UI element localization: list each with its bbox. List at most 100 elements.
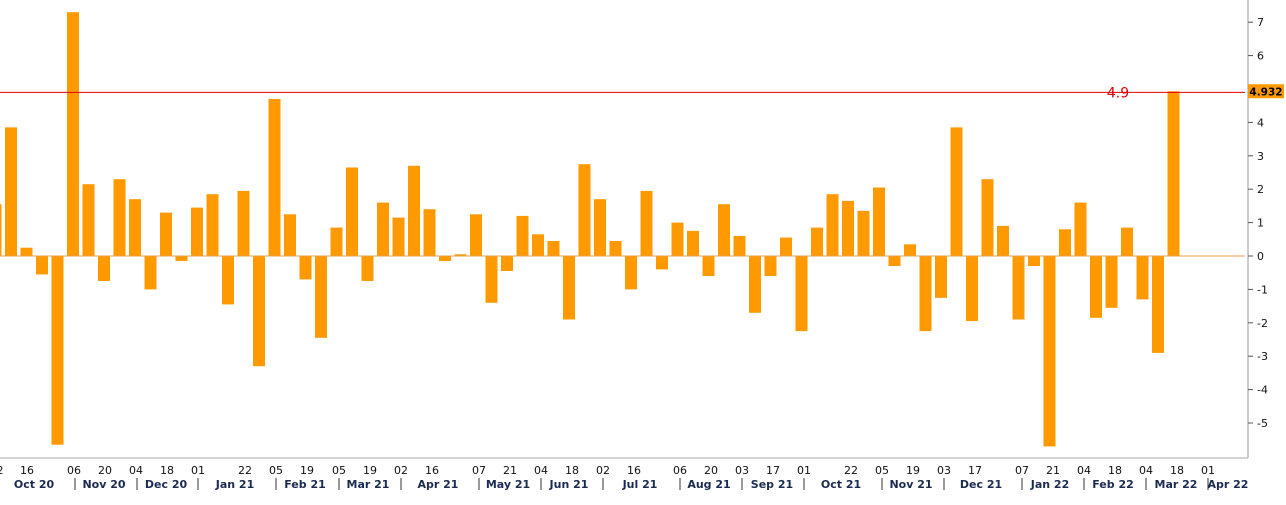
x-month-label: Apr 22: [1208, 478, 1249, 491]
bar: [113, 179, 126, 256]
bar: [299, 256, 312, 280]
x-day-tick-label: 22: [844, 464, 858, 477]
bar: [51, 256, 64, 445]
reference-line-label: 4.9: [1107, 85, 1129, 101]
x-day-tick-label: 19: [300, 464, 314, 477]
x-day-tick-label: 19: [363, 464, 377, 477]
x-day-tick-label: 18: [1108, 464, 1122, 477]
y-tick-label: -3: [1257, 350, 1268, 363]
bar: [20, 247, 33, 256]
bar: [253, 256, 265, 367]
bar: [888, 256, 901, 266]
bar: [609, 241, 622, 256]
bar: [563, 256, 575, 320]
bar: [361, 256, 374, 281]
bar: [826, 194, 839, 256]
bar: [1074, 202, 1087, 256]
last-value-badge: [1248, 84, 1284, 99]
x-day-tick-label: 01: [191, 464, 205, 477]
y-tick-label: -4: [1257, 384, 1268, 397]
bar: [1028, 256, 1040, 266]
bar-series: [0, 12, 1180, 447]
bar: [1105, 256, 1118, 308]
x-day-tick-label: 04: [534, 464, 548, 477]
y-tick-label: -1: [1257, 283, 1268, 296]
bar: [594, 199, 606, 256]
bar: [873, 187, 885, 256]
x-month-label: Dec 21: [960, 478, 1002, 491]
bar: [330, 227, 343, 256]
bar: [82, 184, 95, 256]
bar: [439, 256, 451, 261]
x-day-tick-label: 02: [394, 464, 408, 477]
x-day-tick-label: 06: [67, 464, 81, 477]
bar: [733, 236, 746, 256]
x-month-label: May 21: [486, 478, 530, 491]
bar: [764, 256, 777, 276]
bar: [268, 99, 281, 256]
x-day-tick-label: 03: [937, 464, 951, 477]
bar: [935, 256, 947, 298]
bar: [237, 190, 250, 256]
bar: [811, 227, 823, 256]
x-day-tick-label: 03: [735, 464, 749, 477]
bar: [981, 179, 994, 256]
bar: [780, 237, 792, 256]
bar: [1136, 256, 1149, 300]
bar: [191, 207, 203, 256]
bar: [160, 212, 172, 256]
x-day-tick-label: 04: [1139, 464, 1153, 477]
bar: [919, 256, 932, 332]
x-day-tick-label: 18: [160, 464, 174, 477]
bar: [144, 256, 157, 290]
y-tick-label: 2: [1257, 183, 1264, 196]
bar: [501, 256, 513, 271]
bar: [702, 256, 715, 276]
bar: [795, 256, 808, 332]
y-tick-label: 6: [1257, 50, 1264, 63]
x-day-tick-label: 17: [766, 464, 780, 477]
bar: [950, 127, 963, 257]
x-axis: 2 16 06 20 04 18 01 22 05 19 05 19 02 16 07 21 04 18 02 16 0…: [0, 457, 1249, 491]
x-month-label: Jan 21: [215, 478, 254, 491]
bar: [98, 256, 110, 281]
bar: [1090, 256, 1102, 318]
y-tick-label: 4: [1257, 116, 1264, 129]
bar: [671, 222, 684, 256]
bar: [640, 190, 653, 256]
x-month-label: Jul 21: [622, 478, 658, 491]
bar: [516, 215, 529, 256]
x-day-tick-label: 04: [1077, 464, 1091, 477]
bar: [222, 256, 234, 305]
x-day-tick-label: 17: [968, 464, 982, 477]
x-day-tick-label: 20: [98, 464, 112, 477]
bar: [1167, 91, 1180, 256]
x-month-label: Jan 22: [1030, 478, 1069, 491]
x-day-tick-label: 01: [1201, 464, 1215, 477]
bar: [36, 256, 48, 275]
x-month-label: Aug 21: [687, 478, 730, 491]
x-month-label: Feb 22: [1092, 478, 1134, 491]
bar: [904, 244, 916, 256]
x-day-tick-label: 07: [472, 464, 486, 477]
bar: [408, 165, 420, 256]
bar: [377, 202, 389, 256]
bar: [454, 254, 467, 256]
x-day-tick-label: 05: [875, 464, 889, 477]
bar: [206, 194, 219, 256]
y-tick-label: 0: [1257, 250, 1264, 263]
bar: [1121, 227, 1133, 256]
x-month-label: Mar 21: [347, 478, 390, 491]
x-day-tick-label: 16: [20, 464, 34, 477]
bar: [966, 256, 978, 322]
y-tick-label: 1: [1257, 217, 1264, 230]
x-day-tick-label: 05: [332, 464, 346, 477]
y-tick-label: 3: [1257, 150, 1264, 163]
bar: [129, 199, 141, 256]
bar: [5, 127, 17, 257]
x-day-tick-label: 2: [0, 464, 4, 477]
y-tick-label: -5: [1257, 417, 1268, 430]
x-month-label: Dec 20: [145, 478, 188, 491]
x-day-tick-label: 20: [704, 464, 718, 477]
